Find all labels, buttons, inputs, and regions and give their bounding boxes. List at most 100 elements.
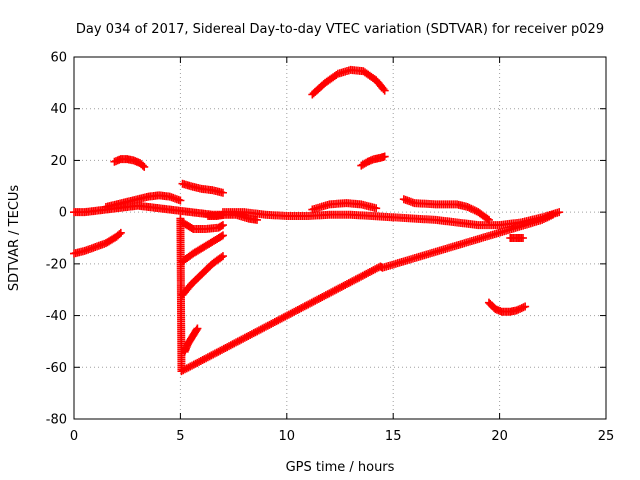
- data-point: [265, 320, 274, 329]
- data-point: [193, 358, 202, 367]
- data-point: [311, 296, 320, 305]
- series-arc-hump: [101, 191, 185, 211]
- data-point: [284, 310, 293, 319]
- data-point: [179, 366, 188, 375]
- data-point: [253, 215, 262, 224]
- series-arc-neg7: [178, 218, 227, 233]
- data-point: [543, 213, 552, 222]
- data-point: [351, 275, 360, 284]
- data-point: [314, 294, 323, 303]
- data-point: [225, 342, 234, 351]
- x-tick-label: 0: [70, 429, 78, 444]
- data-point: [344, 279, 353, 288]
- y-tick-label: -40: [46, 309, 67, 324]
- data-point: [270, 318, 279, 327]
- data-point: [233, 337, 242, 346]
- data-point: [300, 302, 309, 311]
- data-point: [253, 327, 262, 336]
- data-point: [200, 355, 209, 364]
- y-tick-label: -60: [46, 361, 67, 376]
- data-point: [217, 221, 226, 230]
- data-point: [519, 234, 528, 242]
- data-point: [180, 365, 189, 374]
- data-point: [235, 336, 244, 345]
- data-point: [307, 298, 316, 307]
- data-point: [325, 289, 334, 298]
- data-point: [467, 204, 476, 213]
- data-point: [298, 303, 307, 312]
- data-point: [380, 86, 389, 95]
- data-point: [463, 202, 472, 211]
- data-point: [470, 206, 479, 215]
- data-point: [251, 328, 260, 337]
- data-point: [297, 304, 306, 313]
- x-tick-label: 25: [598, 429, 615, 444]
- data-point: [283, 311, 292, 320]
- data-point: [218, 252, 227, 261]
- data-point: [332, 285, 341, 294]
- data-point: [177, 367, 186, 376]
- data-point: [357, 272, 366, 281]
- data-point: [342, 280, 351, 289]
- data-point: [242, 332, 251, 341]
- data-point: [269, 318, 278, 327]
- data-point: [230, 339, 239, 348]
- data-point: [318, 293, 327, 302]
- data-point: [188, 361, 197, 370]
- data-points: [70, 65, 564, 376]
- data-point: [116, 228, 125, 237]
- data-point: [256, 325, 265, 334]
- data-point: [290, 307, 299, 316]
- data-point: [218, 231, 227, 240]
- data-point: [210, 349, 219, 358]
- series-arc-20-mid: [357, 152, 389, 170]
- data-point: [198, 356, 207, 365]
- data-point: [362, 269, 371, 278]
- data-point: [218, 221, 227, 230]
- data-point: [316, 293, 325, 302]
- series-arc-neg38: [484, 298, 530, 316]
- data-point: [239, 334, 248, 343]
- data-point: [184, 363, 193, 372]
- data-point: [217, 253, 226, 262]
- data-point: [276, 315, 285, 324]
- x-tick-label: 15: [385, 429, 402, 444]
- data-point: [176, 196, 185, 205]
- data-point: [337, 282, 346, 291]
- x-tick-label: 20: [491, 429, 508, 444]
- data-point: [232, 338, 241, 347]
- data-point: [548, 210, 557, 219]
- data-point: [309, 297, 318, 306]
- series-arc-20: [110, 155, 149, 171]
- series-isolated: [176, 210, 557, 376]
- plot-frame: [73, 56, 607, 420]
- y-tick-label: -80: [46, 413, 67, 428]
- data-point: [465, 203, 474, 212]
- data-point: [295, 305, 304, 314]
- data-point: [306, 299, 315, 308]
- data-point: [226, 341, 235, 350]
- data-point: [364, 268, 373, 277]
- data-point: [484, 215, 493, 224]
- data-point: [246, 331, 255, 340]
- data-point: [293, 306, 302, 314]
- data-point: [196, 356, 205, 365]
- series-arc-neg50: [180, 324, 202, 356]
- data-point: [254, 326, 263, 335]
- data-point: [223, 343, 232, 352]
- data-point: [202, 354, 211, 363]
- data-point: [334, 284, 343, 293]
- data-point: [279, 313, 288, 322]
- x-axis: 0 5 10 15 20 25: [70, 57, 614, 444]
- data-point: [321, 291, 330, 300]
- data-point: [330, 286, 339, 295]
- data-point: [281, 312, 290, 321]
- data-point: [547, 211, 556, 220]
- series-arc-55: [308, 65, 389, 99]
- data-point: [115, 230, 124, 239]
- data-point: [203, 353, 212, 362]
- data-point: [212, 348, 221, 357]
- data-point: [228, 340, 237, 349]
- data-point: [207, 351, 216, 360]
- data-point: [371, 265, 380, 274]
